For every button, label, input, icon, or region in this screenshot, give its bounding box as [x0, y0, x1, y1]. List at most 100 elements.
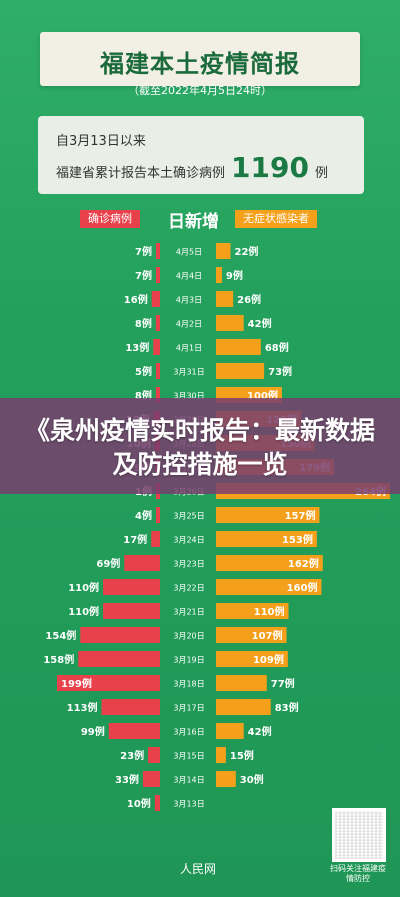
- asymptomatic-bar: [216, 315, 244, 331]
- asymptomatic-value-label: 68例: [265, 341, 289, 354]
- asymptomatic-value-label: 77例: [271, 677, 295, 690]
- asymptomatic-bar: [216, 339, 261, 355]
- title-banner: 福建本土疫情简报: [40, 32, 360, 86]
- asymptomatic-bar: [216, 291, 234, 307]
- category-label: 3月16日: [173, 728, 204, 737]
- confirmed-bar: [142, 771, 160, 787]
- confirmed-value-label: 7例: [135, 245, 152, 258]
- confirmed-value-label: 154例: [45, 629, 76, 642]
- confirmed-value-label: 16例: [124, 293, 148, 306]
- category-label: 3月30日: [173, 392, 204, 401]
- confirmed-value-label: 69例: [96, 557, 120, 570]
- confirmed-value-label: 17例: [123, 533, 147, 546]
- asymptomatic-bar: [216, 531, 317, 547]
- asymptomatic-value-label: 22例: [235, 245, 259, 258]
- headline-overlay: 《泉州疫情实时报告：最新数据及防控措施一览: [0, 398, 400, 494]
- asymptomatic-value-label: 9例: [226, 269, 243, 282]
- confirmed-bar: [148, 747, 160, 763]
- confirmed-value-label: 110例: [68, 605, 99, 618]
- summary-total: 1190: [231, 151, 309, 184]
- summary-label: 福建省累计报告本土确诊病例: [56, 166, 226, 181]
- category-label: 3月19日: [173, 656, 204, 665]
- category-label: 3月14日: [173, 776, 204, 785]
- confirmed-value-label: 4例: [135, 509, 152, 522]
- confirmed-value-label: 23例: [120, 749, 144, 762]
- asymptomatic-value-label: 42例: [248, 317, 272, 330]
- confirmed-value-label: 110例: [68, 581, 99, 594]
- asymptomatic-bar: [216, 243, 231, 259]
- confirmed-bar: [124, 555, 160, 571]
- asymptomatic-bar: [216, 579, 322, 595]
- confirmed-bar: [80, 627, 160, 643]
- category-label: 4月4日: [176, 272, 202, 281]
- legend-asymptomatic: 无症状感染者: [235, 210, 317, 228]
- qr-code-icon[interactable]: [332, 808, 386, 862]
- confirmed-value-label: 158例: [43, 653, 74, 666]
- asymptomatic-value-label: 30例: [240, 773, 264, 786]
- category-label: 3月18日: [173, 680, 204, 689]
- asymptomatic-bar: [216, 603, 289, 619]
- asymptomatic-value-label: 42例: [248, 725, 272, 738]
- asymptomatic-bar: [216, 747, 226, 763]
- confirmed-value-label: 10例: [127, 797, 151, 810]
- headline-title: 《泉州疫情实时报告：最新数据及防控措施一览: [24, 416, 375, 479]
- legend-confirmed: 确诊病例: [80, 210, 140, 228]
- summary-box: 自3月13日以来 福建省累计报告本土确诊病例 1190 例: [38, 116, 364, 194]
- category-label: 3月23日: [173, 560, 204, 569]
- summary-total-line: 福建省累计报告本土确诊病例 1190 例: [56, 154, 328, 182]
- category-label: 4月1日: [176, 344, 202, 353]
- confirmed-bar: [156, 507, 160, 523]
- category-label: 3月31日: [173, 368, 204, 377]
- confirmed-bar: [101, 699, 160, 715]
- asymptomatic-bar: [216, 675, 267, 691]
- asymptomatic-bar: [216, 555, 323, 571]
- confirmed-value-label: 113例: [67, 701, 98, 714]
- asymptomatic-bar: [216, 627, 287, 643]
- category-label: 3月17日: [173, 704, 204, 713]
- confirmed-value-label: 5例: [135, 365, 152, 378]
- asymptomatic-value-label: 15例: [230, 749, 254, 762]
- confirmed-bar: [103, 579, 160, 595]
- summary-since: 自3月13日以来: [56, 134, 146, 149]
- confirmed-bar: [151, 291, 160, 307]
- asymptomatic-value-label: 83例: [275, 701, 299, 714]
- asymptomatic-value-label: 153例: [282, 533, 313, 546]
- category-label: 4月5日: [176, 248, 202, 257]
- asymptomatic-value-label: 110例: [254, 605, 285, 618]
- confirmed-bar: [78, 651, 160, 667]
- confirmed-bar: [156, 363, 160, 379]
- asymptomatic-value-label: 160例: [287, 581, 318, 594]
- confirmed-value-label: 33例: [115, 773, 139, 786]
- confirmed-bar: [57, 675, 160, 691]
- category-label: 3月13日: [173, 800, 204, 809]
- asymptomatic-value-label: 109例: [253, 653, 284, 666]
- qr-caption: 扫码关注福建疫情防控: [330, 864, 386, 883]
- asymptomatic-bar: [216, 699, 271, 715]
- legend-daily-new: 日新增: [168, 212, 219, 232]
- summary-unit: 例: [314, 166, 328, 181]
- asymptomatic-bar: [216, 267, 222, 283]
- asymptomatic-bar: [216, 723, 244, 739]
- asymptomatic-bar: [216, 363, 265, 379]
- page-title: 福建本土疫情简报: [100, 50, 300, 78]
- category-label: 4月3日: [176, 296, 202, 305]
- asymptomatic-value-label: 157例: [285, 509, 316, 522]
- category-label: 3月25日: [173, 512, 204, 521]
- asymptomatic-value-label: 107例: [252, 629, 283, 642]
- confirmed-bar: [103, 603, 160, 619]
- asymptomatic-bar: [216, 651, 288, 667]
- category-label: 4月2日: [176, 320, 202, 329]
- confirmed-bar: [156, 243, 160, 259]
- confirmed-bar: [153, 339, 160, 355]
- confirmed-bar: [155, 315, 160, 331]
- report-date: （截至2022年4月5日24时）: [128, 84, 272, 97]
- publisher-logo: 人民网: [180, 862, 217, 876]
- category-label: 3月22日: [173, 584, 204, 593]
- confirmed-bar: [108, 723, 160, 739]
- asymptomatic-bar: [216, 771, 236, 787]
- asymptomatic-value-label: 26例: [237, 293, 261, 306]
- confirmed-bar: [154, 795, 160, 811]
- asymptomatic-value-label: 162例: [288, 557, 319, 570]
- confirmed-bar: [156, 267, 160, 283]
- category-label: 3月24日: [173, 536, 204, 545]
